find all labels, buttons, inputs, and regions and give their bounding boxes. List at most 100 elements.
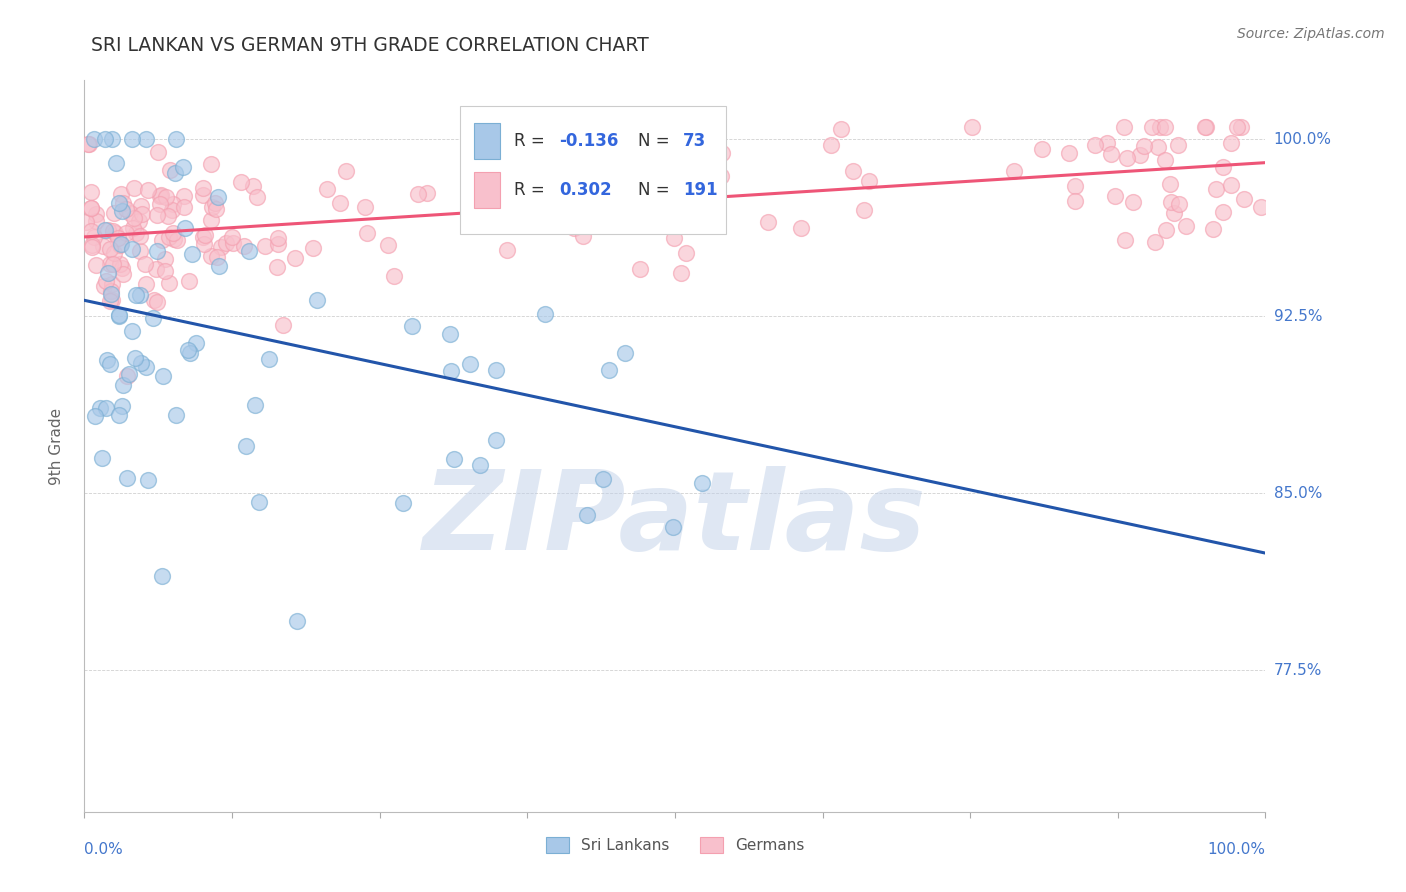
Point — [121, 242, 143, 256]
Point — [1212, 160, 1234, 174]
Point — [302, 241, 325, 255]
Point — [152, 368, 174, 383]
Point — [101, 224, 124, 238]
Point — [401, 319, 423, 334]
Point — [960, 120, 983, 135]
Point — [1250, 200, 1272, 214]
Point — [1083, 137, 1105, 152]
Point — [627, 187, 650, 202]
Point — [112, 378, 135, 392]
Point — [1142, 120, 1164, 135]
Point — [408, 186, 430, 201]
Point — [246, 189, 269, 203]
Point — [149, 197, 172, 211]
Point — [329, 196, 352, 211]
Point — [1104, 189, 1126, 203]
Point — [156, 209, 179, 223]
Point — [162, 226, 184, 240]
Text: 0.302: 0.302 — [560, 181, 612, 199]
Point — [165, 166, 187, 180]
Point — [1232, 192, 1254, 206]
Point — [129, 288, 152, 302]
Point — [1202, 222, 1225, 236]
Text: Source: ZipAtlas.com: Source: ZipAtlas.com — [1237, 27, 1385, 41]
Point — [644, 174, 666, 188]
Point — [205, 202, 228, 216]
Point — [1212, 204, 1234, 219]
Point — [200, 156, 222, 170]
Point — [257, 352, 280, 367]
Point — [98, 257, 121, 271]
Point — [482, 165, 505, 179]
Point — [231, 175, 253, 189]
Point — [163, 232, 186, 246]
Point — [150, 234, 173, 248]
Point — [1114, 233, 1136, 247]
Point — [443, 451, 465, 466]
Point — [155, 190, 177, 204]
Point — [121, 324, 143, 338]
Point — [98, 357, 121, 371]
Point — [181, 247, 204, 261]
Point — [110, 186, 132, 201]
Bar — [474, 172, 501, 208]
Point — [118, 206, 141, 220]
Point — [115, 369, 138, 384]
Point — [84, 258, 107, 272]
Point — [1128, 148, 1150, 162]
Point — [485, 363, 508, 377]
Point — [207, 250, 229, 264]
Point — [107, 196, 129, 211]
Point — [671, 152, 693, 166]
Point — [122, 221, 145, 235]
Point — [1122, 195, 1144, 210]
Point — [1116, 151, 1139, 165]
Point — [710, 169, 733, 183]
Point — [111, 399, 134, 413]
Point — [145, 244, 167, 258]
Point — [377, 237, 399, 252]
Point — [711, 146, 734, 161]
Point — [142, 310, 165, 325]
Point — [238, 244, 260, 258]
Point — [271, 318, 294, 332]
Point — [678, 159, 700, 173]
Point — [136, 473, 159, 487]
Point — [93, 279, 115, 293]
Point — [284, 251, 307, 265]
Point — [416, 186, 439, 200]
Point — [789, 220, 811, 235]
Point — [131, 207, 153, 221]
Point — [165, 132, 187, 146]
Point — [91, 239, 114, 253]
Point — [335, 163, 357, 178]
Point — [108, 309, 131, 323]
Point — [135, 132, 157, 146]
Point — [485, 434, 508, 448]
Point — [533, 307, 555, 321]
Point — [131, 356, 153, 370]
Y-axis label: 9th Grade: 9th Grade — [49, 408, 63, 484]
Point — [112, 196, 135, 211]
Point — [820, 137, 842, 152]
Point — [98, 294, 121, 309]
Text: SRI LANKAN VS GERMAN 9TH GRADE CORRELATION CHART: SRI LANKAN VS GERMAN 9TH GRADE CORRELATI… — [91, 36, 650, 54]
Point — [382, 269, 405, 284]
Point — [101, 277, 124, 291]
Point — [112, 267, 135, 281]
Point — [129, 198, 152, 212]
Point — [159, 230, 181, 244]
Point — [247, 495, 270, 509]
Point — [1160, 194, 1182, 209]
Point — [200, 212, 222, 227]
Text: N =: N = — [638, 181, 675, 199]
Point — [114, 202, 136, 217]
Point — [486, 134, 509, 148]
Legend: Sri Lankans, Germans: Sri Lankans, Germans — [540, 830, 810, 859]
Point — [128, 213, 150, 227]
Point — [110, 261, 132, 276]
Point — [100, 285, 122, 299]
Point — [107, 231, 129, 245]
Point — [201, 201, 224, 215]
Point — [693, 163, 716, 178]
